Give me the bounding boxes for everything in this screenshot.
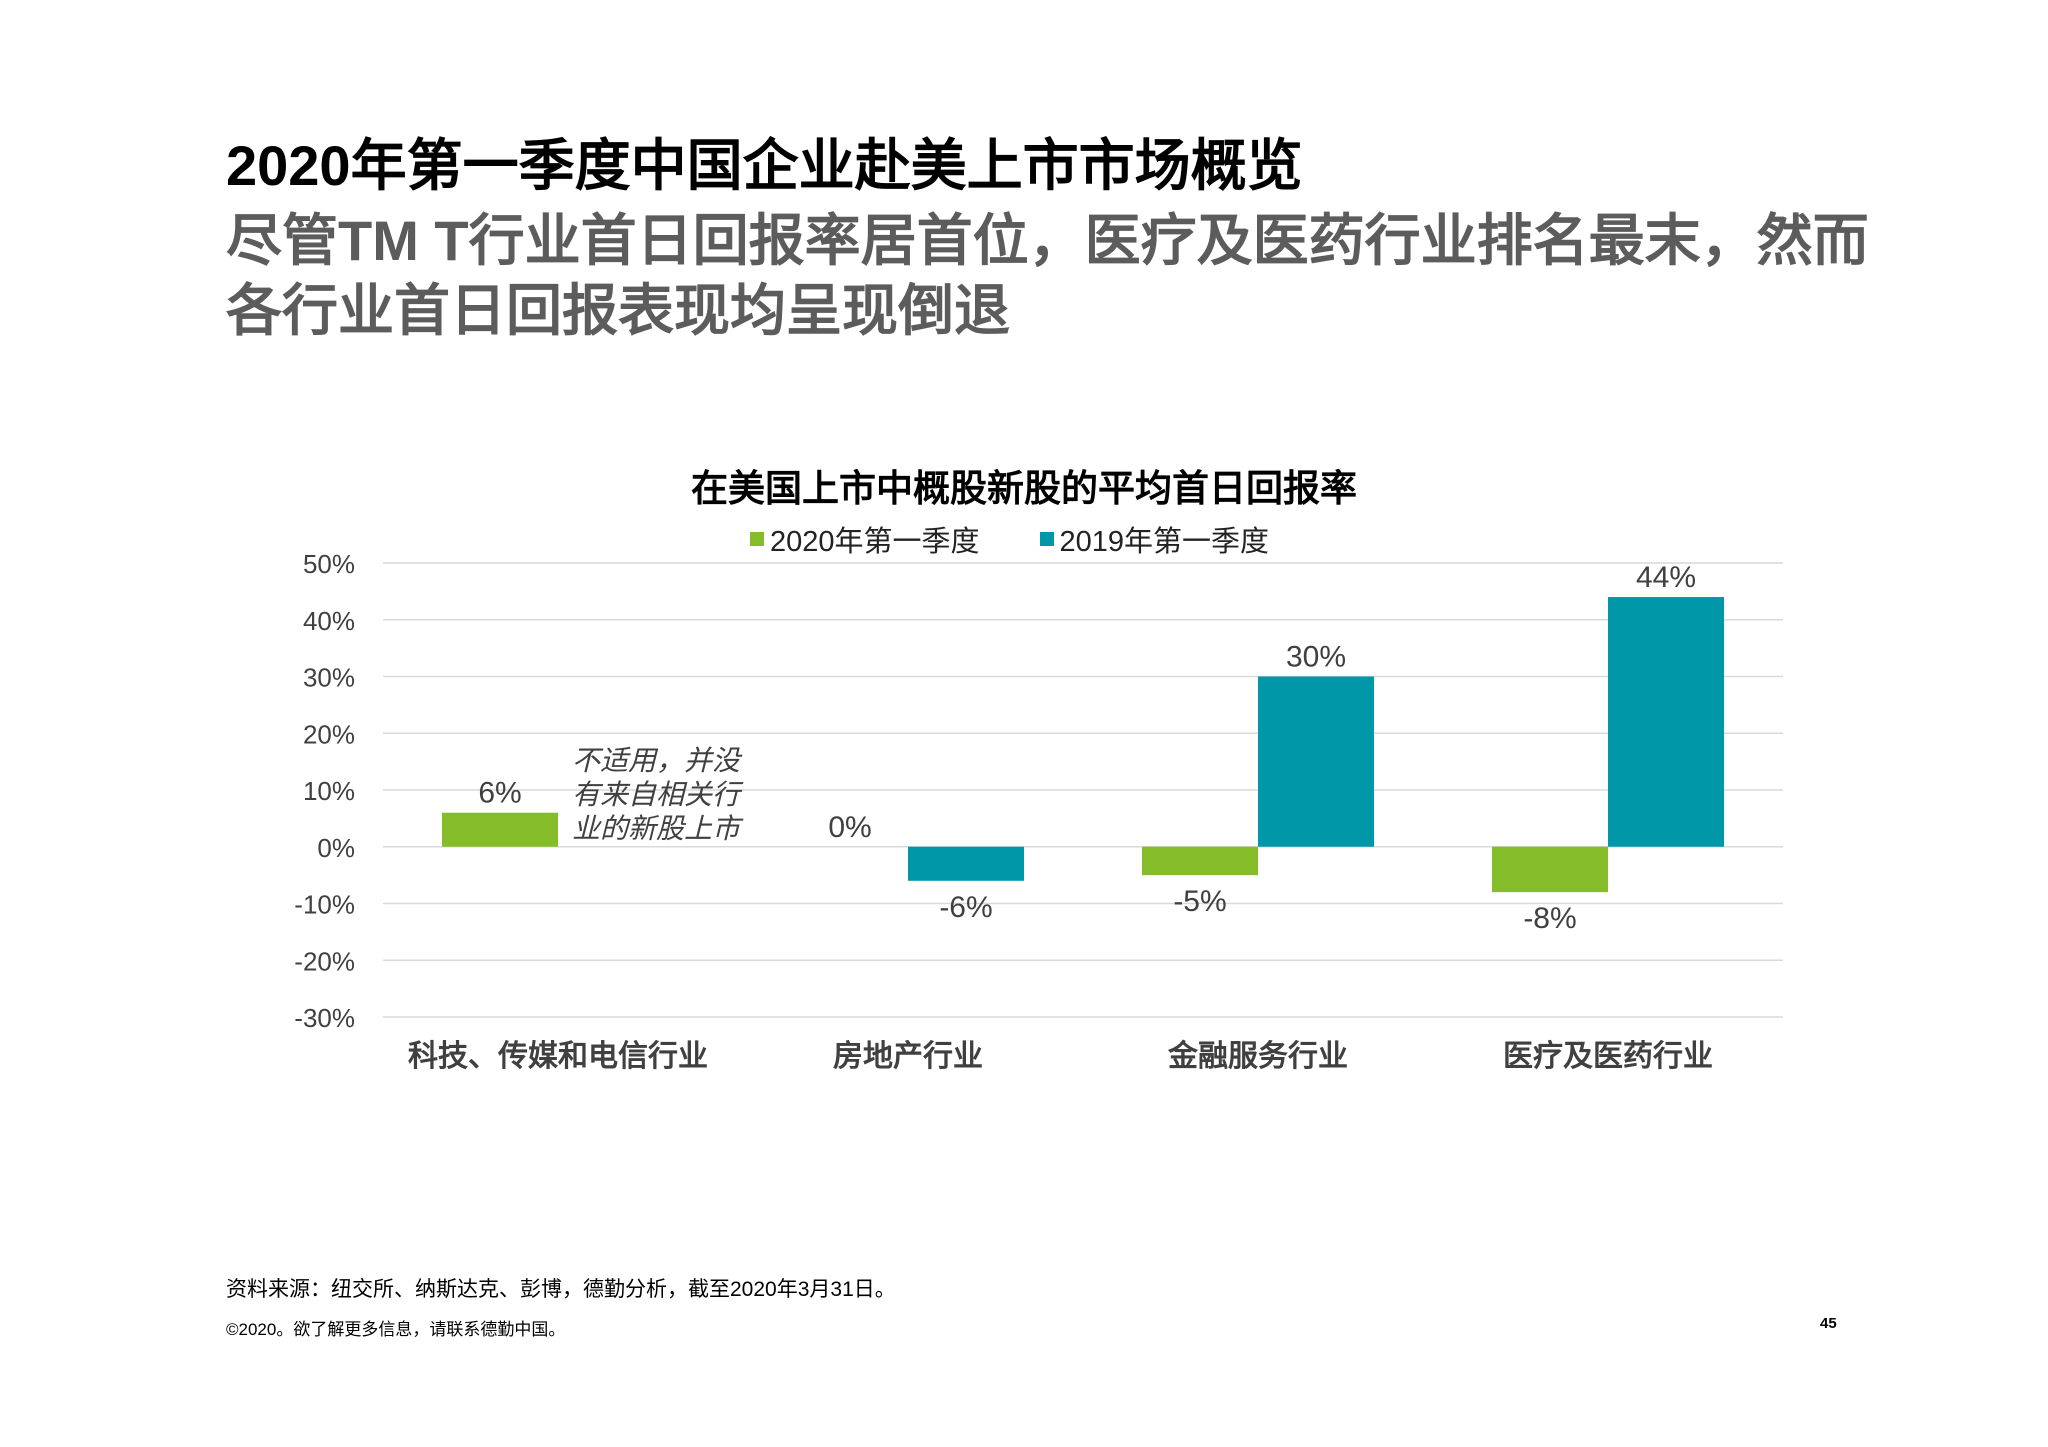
copyright-note: ©2020。欲了解更多信息，请联系德勤中国。 (226, 1320, 566, 1339)
legend-swatch-2020 (750, 532, 764, 546)
data-label: -5% (1173, 885, 1226, 918)
y-tick-label: 40% (303, 606, 355, 636)
annotation-line: 业的新股上市 (572, 813, 744, 844)
bar-2019 (908, 846, 1024, 881)
x-category-label: 科技、传媒和电信行业 (408, 1040, 708, 1073)
y-tick-label: 30% (303, 663, 355, 693)
bar-2020 (1142, 846, 1258, 876)
legend-label-2020: 2020年第一季度 (770, 526, 980, 558)
y-tick-label: 0% (317, 833, 355, 863)
data-label: -6% (939, 891, 992, 924)
y-tick-label: 10% (303, 776, 355, 806)
y-tick-label: -10% (294, 890, 355, 920)
bar-2019 (1608, 597, 1724, 847)
bar-2019 (1258, 676, 1374, 847)
data-label: 6% (478, 777, 521, 810)
page-subtitle: 尽管TM T行业首日回报率居首位，医疗及医药行业排名最末，然而各行业首日回报表现… (226, 209, 1869, 342)
source-footnote: 资料来源：纽交所、纳斯达克、彭博，德勤分析，截至2020年3月31日。 (226, 1278, 896, 1301)
page-number: 45 (1820, 1315, 1837, 1332)
annotation-line: 不适用，并没 (572, 745, 743, 776)
page-title: 2020年第一季度中国企业赴美上市市场概览 (226, 134, 1303, 197)
chart-title: 在美国上市中概股新股的平均首日回报率 (691, 468, 1357, 509)
y-tick-label: 50% (303, 549, 355, 579)
x-category-label: 医疗及医药行业 (1503, 1040, 1713, 1073)
data-label: -8% (1523, 902, 1576, 935)
bar-2020 (442, 812, 558, 847)
x-category-label: 房地产行业 (833, 1040, 983, 1073)
legend-item-2019: 2019年第一季度 (1039, 518, 1270, 560)
chart-legend: 2020年第一季度 2019年第一季度 (750, 518, 1269, 560)
y-tick-label: 20% (303, 719, 355, 749)
data-label: 0% (828, 811, 871, 844)
bar-2020 (1492, 846, 1608, 893)
data-label: 30% (1286, 641, 1346, 674)
legend-item-2020: 2020年第一季度 (750, 518, 980, 560)
legend-label-2019: 2019年第一季度 (1059, 526, 1270, 558)
x-category-label: 金融服务行业 (1167, 1039, 1348, 1073)
y-tick-label: -30% (294, 1003, 355, 1033)
y-tick-label: -20% (294, 946, 355, 976)
data-label: 44% (1636, 561, 1696, 594)
annotation-line: 有来自相关行 (572, 779, 744, 810)
legend-swatch-2019 (1039, 532, 1054, 546)
